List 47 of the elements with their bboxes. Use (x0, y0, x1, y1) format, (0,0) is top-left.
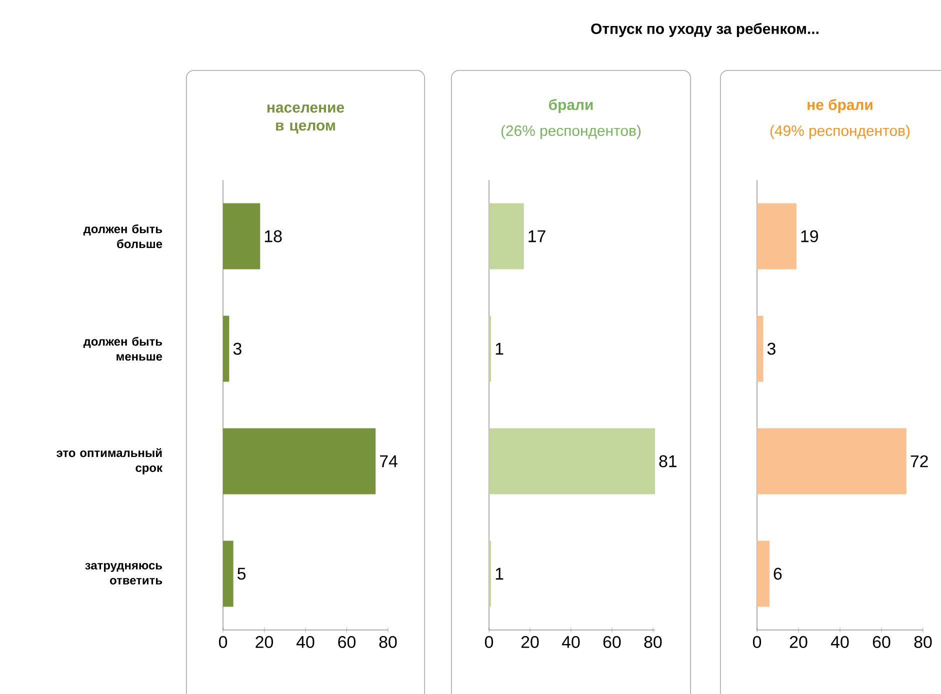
x-tick-label: 80 (644, 636, 662, 648)
data-label: 3 (767, 342, 776, 355)
data-label: 6 (774, 568, 782, 580)
y-tick-label: должен быть больше (83, 224, 162, 248)
x-tick-label: 40 (562, 636, 580, 648)
bar (223, 540, 234, 607)
x-tick-label: 20 (256, 636, 274, 648)
x-tick-label: 0 (218, 636, 228, 648)
x-tick-label: 20 (790, 636, 808, 648)
data-label: 81 (659, 455, 677, 468)
y-tick-label: должен быть меньше (83, 336, 162, 361)
data-label: 72 (910, 455, 928, 468)
x-tick-label: 80 (914, 636, 932, 648)
data-label: 74 (380, 455, 398, 468)
data-label: 1 (496, 568, 504, 580)
data-label: 3 (233, 342, 242, 355)
data-label: 1 (496, 342, 504, 355)
x-tick-label: 80 (379, 636, 397, 648)
y-tick-label: это оптимальный срок (56, 448, 162, 474)
chart-title: брали (549, 98, 593, 114)
x-tick-label: 20 (521, 636, 539, 648)
chart-title: не брали (808, 98, 872, 114)
bar (757, 203, 796, 270)
text: Отпуск по уходу за ребенком... (591, 22, 818, 38)
data-label: 17 (528, 230, 546, 242)
x-tick-label: 0 (752, 636, 762, 648)
data-label: 18 (264, 230, 282, 242)
chart-subtitle: (26% респондентов) (501, 125, 641, 139)
bar (757, 540, 770, 607)
x-tick-label: 40 (296, 636, 314, 648)
data-label: 5 (238, 568, 246, 580)
y-tick-label: затрудняюсь ответить (85, 562, 162, 584)
chart-subtitle: (49% респондентов) (770, 125, 910, 139)
bar (489, 428, 656, 494)
bar (757, 316, 764, 382)
x-tick-label: 60 (338, 636, 356, 648)
x-tick-label: 60 (603, 636, 621, 648)
x-tick-label: 0 (484, 636, 494, 648)
x-tick-label: 40 (830, 636, 849, 648)
bar (223, 428, 376, 494)
chart-title: население в целом (268, 104, 344, 134)
data-label: 19 (801, 230, 818, 242)
bar (223, 316, 230, 382)
bar (489, 203, 524, 270)
bar (223, 203, 260, 270)
x-tick-label: 60 (872, 636, 890, 648)
bar (757, 428, 906, 494)
